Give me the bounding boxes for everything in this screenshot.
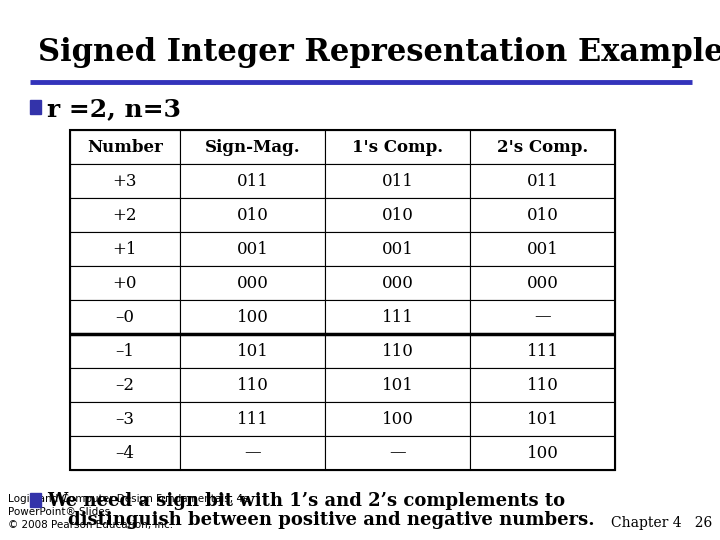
Text: 000: 000 [526, 274, 559, 292]
Bar [70, 164, 180, 198]
Bar [325, 300, 470, 334]
Text: 011: 011 [526, 172, 559, 190]
Text: 101: 101 [526, 410, 559, 428]
Bar [470, 164, 615, 198]
Bar [70, 130, 615, 470]
Text: 111: 111 [526, 342, 559, 360]
Bar [180, 300, 325, 334]
Text: 010: 010 [526, 206, 559, 224]
Text: 100: 100 [526, 444, 559, 462]
Bar [325, 266, 470, 300]
Bar [470, 436, 615, 470]
Bar [70, 334, 180, 368]
Bar [180, 266, 325, 300]
Bar [470, 402, 615, 436]
Bar [30, 493, 41, 507]
Bar [180, 130, 325, 164]
Text: 001: 001 [526, 240, 559, 258]
Bar [470, 300, 615, 334]
Text: Signed Integer Representation Example: Signed Integer Representation Example [38, 37, 720, 68]
Text: 000: 000 [237, 274, 269, 292]
Text: –3: –3 [115, 410, 135, 428]
Bar [70, 436, 180, 470]
Bar [470, 368, 615, 402]
Text: 101: 101 [382, 376, 413, 394]
Text: +2: +2 [113, 206, 138, 224]
Text: 000: 000 [382, 274, 413, 292]
Text: 101: 101 [237, 342, 269, 360]
Text: +1: +1 [113, 240, 138, 258]
Bar [180, 436, 325, 470]
Text: 100: 100 [382, 410, 413, 428]
Bar [470, 266, 615, 300]
Text: 010: 010 [382, 206, 413, 224]
Bar [470, 130, 615, 164]
Bar [70, 402, 180, 436]
Text: —: — [390, 444, 406, 462]
Bar [70, 266, 180, 300]
Bar [470, 334, 615, 368]
Text: We need a sign bit with 1’s and 2’s complements to: We need a sign bit with 1’s and 2’s comp… [47, 492, 565, 510]
Text: 001: 001 [237, 240, 269, 258]
Text: 110: 110 [382, 342, 413, 360]
Bar [325, 368, 470, 402]
Bar [325, 130, 470, 164]
Bar [180, 402, 325, 436]
Text: Number: Number [87, 138, 163, 156]
Text: Sign-Mag.: Sign-Mag. [204, 138, 300, 156]
Text: Logic and Computer Design Fundamentals, 4e
PowerPoint® Slides
© 2008 Pearson Edu: Logic and Computer Design Fundamentals, … [8, 494, 249, 530]
Bar [325, 198, 470, 232]
Bar [180, 334, 325, 368]
Bar [470, 198, 615, 232]
Bar [70, 198, 180, 232]
Bar [470, 232, 615, 266]
Text: distinguish between positive and negative numbers.: distinguish between positive and negativ… [68, 511, 595, 529]
Text: —: — [244, 444, 261, 462]
Text: —: — [534, 308, 551, 326]
Text: r =2, n=3: r =2, n=3 [47, 97, 181, 121]
Bar [180, 232, 325, 266]
Text: 011: 011 [237, 172, 269, 190]
Text: 111: 111 [382, 308, 413, 326]
Text: 100: 100 [237, 308, 269, 326]
Bar [70, 130, 180, 164]
Bar [70, 300, 180, 334]
Text: 010: 010 [237, 206, 269, 224]
Bar [180, 164, 325, 198]
Text: 001: 001 [382, 240, 413, 258]
Bar [70, 368, 180, 402]
Text: 011: 011 [382, 172, 413, 190]
Text: –4: –4 [115, 444, 135, 462]
Text: –2: –2 [115, 376, 135, 394]
Bar [30, 100, 41, 114]
Text: –0: –0 [115, 308, 135, 326]
Text: 111: 111 [237, 410, 269, 428]
Bar [70, 232, 180, 266]
Bar [325, 334, 470, 368]
Text: 1's Comp.: 1's Comp. [352, 138, 443, 156]
Bar [325, 402, 470, 436]
Text: 110: 110 [237, 376, 269, 394]
Bar [325, 164, 470, 198]
Text: Chapter 4   26: Chapter 4 26 [611, 516, 712, 530]
Bar [180, 198, 325, 232]
Bar [325, 436, 470, 470]
Text: +0: +0 [113, 274, 138, 292]
Bar [325, 232, 470, 266]
Bar [180, 368, 325, 402]
Text: +3: +3 [113, 172, 138, 190]
Text: –1: –1 [115, 342, 135, 360]
Text: 110: 110 [526, 376, 559, 394]
Text: 2's Comp.: 2's Comp. [497, 138, 588, 156]
